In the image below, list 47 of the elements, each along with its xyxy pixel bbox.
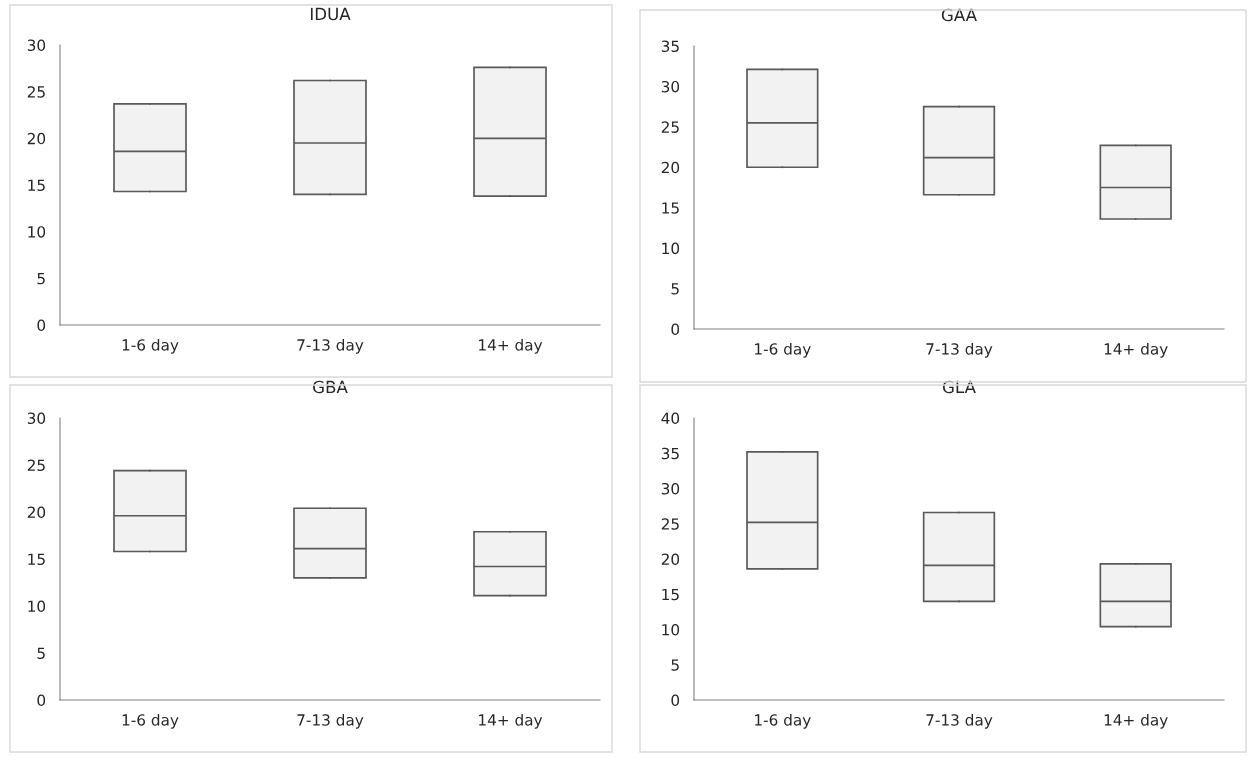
y-tick-label: 15 [28,179,45,192]
y-tick-label: 5 [37,273,45,285]
y-tick-label: 0 [671,694,680,707]
y-tick-label: 30 [27,412,46,425]
chart-title: GBA [313,380,348,394]
y-tick-label: 15 [662,588,679,601]
x-tick-label: 1-6 day [755,713,811,729]
chart-title: IDUA [310,7,351,21]
y-tick-label: 25 [27,459,45,472]
y-tick-label: 15 [28,553,45,566]
y-tick-label: 20 [661,553,680,566]
y-tick-label: 25 [27,86,45,98]
x-tick-label: 1-6 day [122,713,179,729]
y-tick-label: 0 [37,694,46,707]
y-tick-label: 25 [661,518,679,530]
y-tick-label: 5 [37,647,45,660]
x-tick-label: 7-13 day [297,713,364,729]
y-tick-label: 30 [661,80,680,93]
y-tick-label: 5 [671,659,679,671]
y-tick-label: 0 [671,323,680,336]
y-tick-label: 10 [28,600,46,613]
y-tick-label: 0 [37,319,46,332]
x-tick-label: 14+ day [1104,713,1168,729]
y-tick-label: 15 [662,202,679,214]
y-tick-label: 35 [661,447,679,460]
chart-title: GAA [941,8,977,22]
y-tick-label: 35 [661,40,679,53]
y-tick-label: 40 [661,412,680,425]
x-tick-label: 14+ day [479,713,543,729]
y-tick-label: 25 [661,121,679,133]
y-tick-label: 30 [27,39,46,52]
y-tick-label: 10 [662,623,680,636]
y-tick-label: 5 [671,283,679,295]
chart-title: GLA [942,380,976,394]
x-tick-label: 7-13 day [926,342,993,358]
x-tick-label: 1-6 day [122,338,179,354]
y-tick-label: 10 [662,242,680,255]
x-tick-label: 1-6 day [755,342,811,358]
x-tick-label: 14+ day [479,338,543,354]
y-tick-label: 30 [661,482,680,495]
x-tick-label: 14+ day [1104,342,1168,358]
y-tick-label: 20 [27,132,46,145]
x-tick-label: 7-13 day [926,713,993,729]
y-tick-label: 20 [27,506,46,519]
x-tick-label: 7-13 day [297,338,364,354]
y-tick-label: 10 [28,226,46,238]
y-tick-label: 20 [661,161,680,174]
